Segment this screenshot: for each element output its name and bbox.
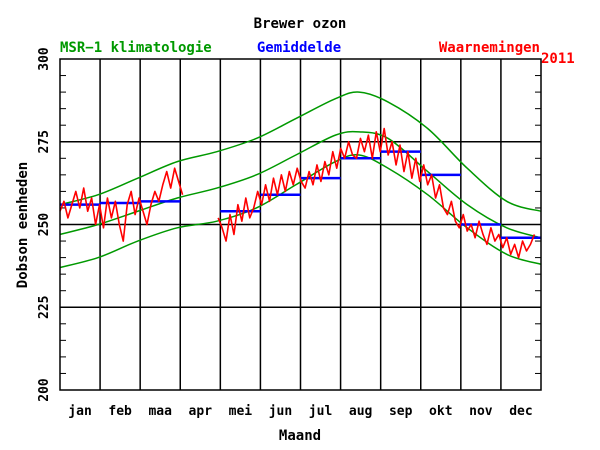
legend-mean: Gemiddelde xyxy=(257,40,341,56)
month-label: jun xyxy=(269,404,292,419)
legend-year: 2011 xyxy=(541,51,575,67)
month-label: okt xyxy=(429,404,452,419)
observation-segment xyxy=(59,167,184,242)
month-label: feb xyxy=(108,404,132,419)
month-label: jul xyxy=(309,404,332,419)
legend-climatology: MSR−1 klimatologie xyxy=(60,40,212,56)
month-label: sep xyxy=(389,404,413,419)
month-label: jan xyxy=(68,404,91,419)
y-tick-label: 300 xyxy=(37,47,52,71)
y-tick-label: 275 xyxy=(37,130,52,153)
legend-observations: Waarnemingen xyxy=(439,40,540,56)
plot-frame xyxy=(59,58,542,391)
y-tick-label: 250 xyxy=(37,213,52,237)
y-tick-labels: 200 225 250 275 300 xyxy=(37,47,52,402)
month-label: maa xyxy=(148,404,172,419)
observation-line xyxy=(59,127,536,259)
month-label: aug xyxy=(349,404,372,419)
x-axis-label: Maand xyxy=(279,428,321,444)
y-tick-label: 200 xyxy=(37,378,52,402)
climatology-upper-line xyxy=(59,91,542,212)
month-label: dec xyxy=(509,404,532,419)
month-label: mei xyxy=(229,404,253,419)
month-label: nov xyxy=(469,404,493,419)
observation-segment xyxy=(217,127,536,259)
month-tick-labels: jan feb maa apr mei jun jul aug sep okt nov dec xyxy=(68,404,532,419)
month-label: apr xyxy=(189,404,213,419)
chart-title: Brewer ozon xyxy=(254,16,347,32)
y-axis-label: Dobson eenheden xyxy=(15,162,31,288)
y-tick-label: 225 xyxy=(37,296,52,319)
climatology-mean-line xyxy=(59,130,542,239)
